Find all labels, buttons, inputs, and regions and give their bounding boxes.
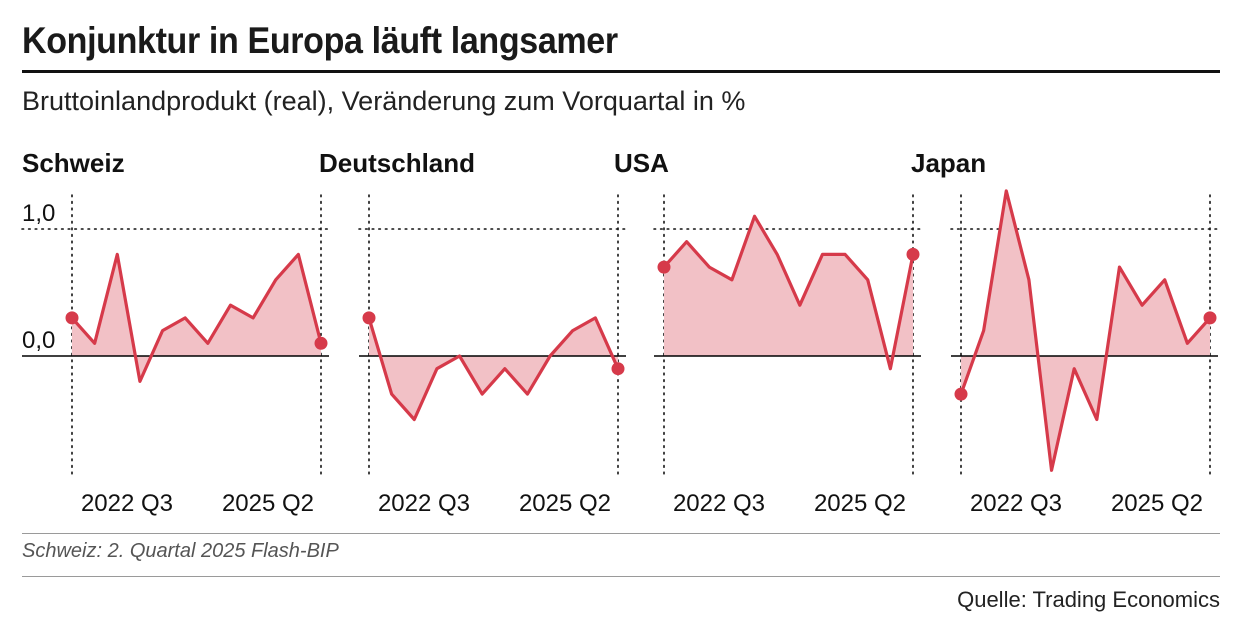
x-tick-label: 2022 Q3 bbox=[378, 490, 470, 517]
end-point-marker bbox=[906, 247, 920, 261]
chart-panel-deutschland: Deutschland 2022 Q3 2025 Q2 bbox=[319, 148, 627, 517]
chart-panel-schweiz: Schweiz 2022 Q3 2025 Q2 bbox=[21, 148, 330, 517]
divider-bottom bbox=[22, 576, 1220, 577]
x-tick-label: 2025 Q2 bbox=[1111, 490, 1203, 517]
x-tick-label: 2025 Q2 bbox=[222, 490, 314, 517]
panel-title: USA bbox=[614, 148, 669, 178]
start-point-marker bbox=[954, 387, 968, 401]
x-tick-label: 2022 Q3 bbox=[673, 490, 765, 517]
start-point-marker bbox=[362, 311, 376, 325]
x-tick-label: 2025 Q2 bbox=[519, 490, 611, 517]
divider-top bbox=[22, 533, 1220, 534]
series-line bbox=[367, 316, 620, 422]
title-rule bbox=[22, 70, 1220, 73]
end-point-marker bbox=[314, 336, 328, 350]
chart-panel-japan: Japan 2022 Q3 2025 Q2 bbox=[911, 148, 1219, 517]
x-tick-label: 2022 Q3 bbox=[81, 490, 173, 517]
series-area bbox=[664, 216, 913, 369]
panel-title: Schweiz bbox=[22, 148, 125, 178]
y-tick-label: 1,0 bbox=[22, 200, 55, 227]
chart-subtitle: Bruttoinlandprodukt (real), Veränderung … bbox=[22, 86, 746, 116]
end-point-marker bbox=[1203, 311, 1217, 325]
source-note: Quelle: Trading Economics bbox=[957, 587, 1220, 612]
series-line bbox=[959, 189, 1212, 472]
series-area bbox=[369, 317, 618, 420]
series-line bbox=[70, 252, 323, 383]
series-area bbox=[72, 254, 321, 382]
series-line bbox=[662, 214, 915, 371]
footnote: Schweiz: 2. Quartal 2025 Flash-BIP bbox=[22, 540, 339, 562]
end-point-marker bbox=[611, 362, 625, 376]
start-point-marker bbox=[65, 311, 79, 325]
chart-title: Konjunktur in Europa läuft langsamer bbox=[22, 20, 618, 61]
chart-panel-usa: USA 2022 Q3 2025 Q2 bbox=[614, 148, 922, 517]
x-tick-label: 2025 Q2 bbox=[814, 490, 906, 517]
start-point-marker bbox=[657, 260, 671, 274]
y-tick-label: 0,0 bbox=[22, 327, 55, 354]
panel-title: Japan bbox=[911, 148, 986, 178]
panel-title: Deutschland bbox=[319, 148, 475, 178]
x-tick-label: 2022 Q3 bbox=[970, 490, 1062, 517]
